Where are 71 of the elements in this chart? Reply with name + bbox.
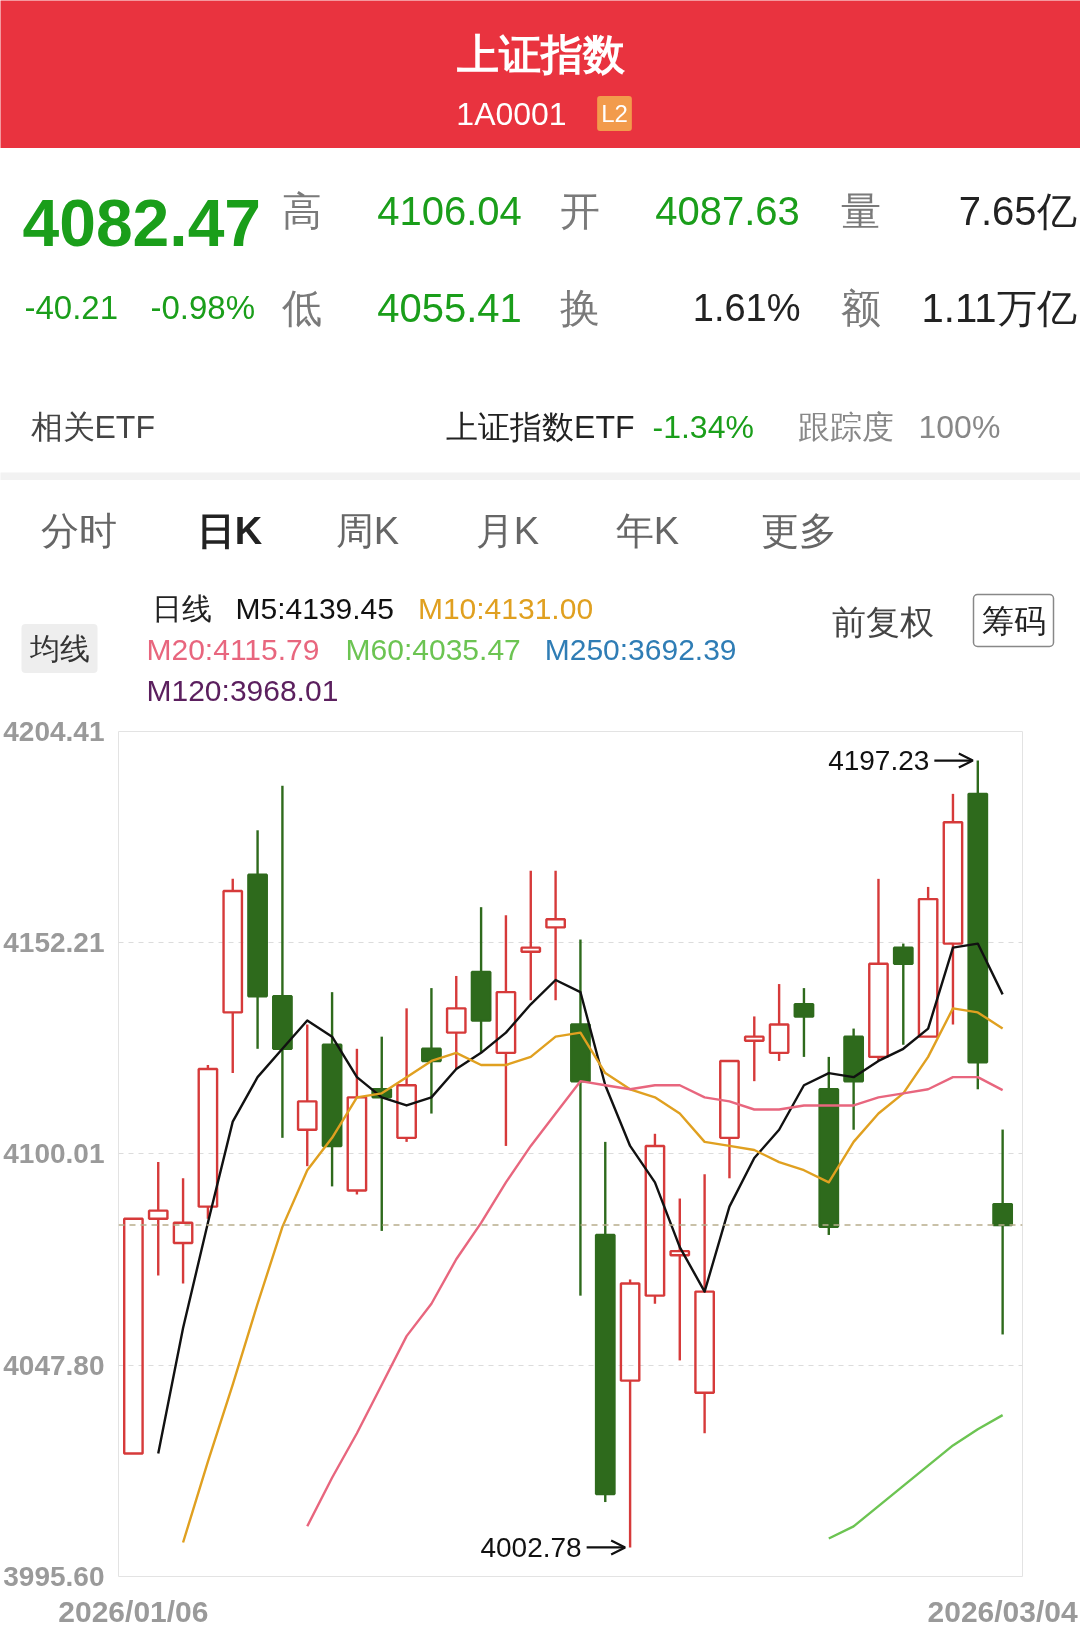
text: 前复权 [831,602,934,641]
text: 日K [196,509,263,552]
text: 7.65亿 [958,188,1077,233]
candlestick [743,1015,765,1083]
text: 1.61% [692,286,801,329]
candlestick [396,1007,417,1144]
text: 换 [559,285,600,330]
text: 年K [615,509,680,552]
candlestick [470,905,492,1055]
y-tick-label: 3995.60 [3,1561,105,1592]
candlestick [296,1023,318,1168]
legend-title: 日线 [151,592,212,625]
line-series [827,1413,1004,1540]
chart-subtitle: 1A0001 [456,95,567,132]
annotation: 4002.78 [480,1531,582,1563]
text: 4087.63 [655,188,800,233]
text: M10:4131.00 [417,592,594,625]
candlestick [843,1027,865,1131]
text: M20:4115.79 [146,633,320,666]
text: 筹码 [981,602,1046,639]
text: 开 [559,188,600,233]
text: 上证指数ETF [446,408,635,445]
candlestick [445,974,467,1071]
text: 更多 [760,509,837,552]
text: -0.98% [150,289,256,326]
candlestick [321,990,343,1188]
candlestick [147,1160,169,1277]
y-tick-label: 4047.80 [3,1349,105,1381]
candlestick [545,869,566,1002]
candlestick [272,784,293,1140]
candlestick [520,869,542,1002]
text: 4055.41 [377,285,522,330]
y-tick-label: 4204.41 [3,716,105,747]
chart-title: 上证指数 [455,31,626,78]
x-tick-label: 2026/01/06 [58,1594,209,1628]
text: 4082.47 [22,185,262,260]
text: 相关ETF [30,408,155,445]
text: -1.34% [652,408,754,445]
text: 分时 [40,509,117,552]
text: 4106.04 [377,188,522,233]
text: M5:4139.45 [235,592,394,625]
candlestick [570,938,591,1297]
text: 量 [840,188,881,233]
text: 低 [281,285,322,330]
text: L2 [601,100,628,127]
text: 周K [335,509,400,552]
text: 高 [281,188,322,233]
candlestick [942,792,964,1026]
text: 1.11万亿 [921,285,1077,330]
text: 跟踪度 [797,408,894,445]
text: -40.21 [24,289,119,326]
line-series [157,942,1004,1455]
text: M60:4035.47 [345,633,521,666]
text: 100% [918,408,1001,445]
candlestick [967,759,989,1091]
candlestick [172,1177,194,1285]
candlestick [694,1173,715,1435]
y-tick-label: 4152.21 [3,927,105,959]
candlestick [247,829,268,1050]
text: 均线 [28,632,90,665]
candlestick [669,1197,691,1362]
text: 月K [475,509,540,552]
annotation: 4197.23 [828,745,930,777]
x-tick-label: 2026/03/04 [927,1594,1079,1628]
y-tick-label: 4100.01 [3,1138,105,1170]
candlestick [495,914,517,1148]
legend-label: M250:3692.39 [544,633,737,666]
text: 额 [840,285,881,330]
line-series [306,1075,1004,1528]
candlestick [992,1128,1014,1336]
legend-label: M120:3968.01 [146,674,339,707]
